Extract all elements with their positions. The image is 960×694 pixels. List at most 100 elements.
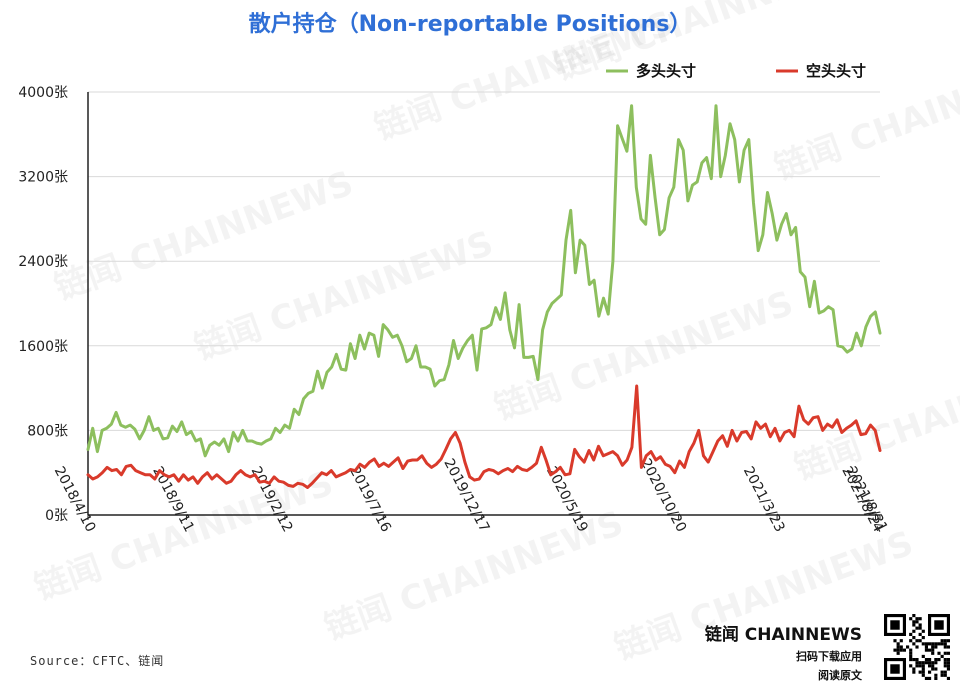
- qr-module: [899, 648, 903, 652]
- qr-module: [940, 642, 944, 646]
- qr-module: [899, 645, 903, 649]
- qr-module: [915, 645, 919, 649]
- x-tick-label: 2020/10/20: [637, 456, 689, 535]
- qr-module: [918, 664, 922, 668]
- qr-module: [918, 632, 922, 636]
- qr-module: [946, 676, 950, 680]
- qr-module: [943, 651, 947, 655]
- y-axis-ticks: 0张 800张 1600张 2400张 3200张 4000张: [18, 85, 68, 524]
- qr-module: [909, 632, 913, 636]
- qr-module: [940, 670, 944, 674]
- qr-module: [946, 658, 950, 662]
- qr-module: [946, 651, 950, 655]
- qr-module: [915, 626, 919, 630]
- qr-module: [943, 664, 947, 668]
- qr-module: [928, 661, 932, 665]
- qr-module: [931, 645, 935, 649]
- watermark-layer: 链闻 CHAINNEWS链闻 CHAINNEWS链闻 CHAINNEWS链闻 C…: [29, 0, 960, 668]
- qr-module: [915, 620, 919, 624]
- legend: 多头头寸 空头头寸: [606, 62, 866, 80]
- qr-module: [940, 654, 944, 658]
- qr-module: [924, 661, 928, 665]
- qr-finder-core: [934, 620, 944, 630]
- qr-module: [921, 642, 925, 646]
- qr-module: [943, 639, 947, 643]
- qr-module: [893, 639, 897, 643]
- qr-module: [934, 642, 938, 646]
- qr-module: [928, 676, 932, 680]
- qr-module: [924, 645, 928, 649]
- qr-module: [909, 639, 913, 643]
- qr-module: [931, 648, 935, 652]
- qr-module: [921, 661, 925, 665]
- qr-module: [896, 645, 900, 649]
- qr-module: [912, 642, 916, 646]
- qr-module: [931, 651, 935, 655]
- brand-name: 链闻 CHAINNEWS: [704, 625, 862, 645]
- qr-module: [912, 614, 916, 618]
- series-line-short: [86, 384, 882, 489]
- qr-module: [924, 658, 928, 662]
- qr-module: [943, 645, 947, 649]
- qr-module: [931, 667, 935, 671]
- gridlines: [88, 91, 880, 431]
- watermark-text: 链闻 CHAINNEWS: [489, 283, 798, 428]
- x-tick-label: 2018/4/10: [51, 464, 99, 535]
- qr-module: [934, 667, 938, 671]
- qr-module: [940, 639, 944, 643]
- qr-module: [931, 642, 935, 646]
- qr-module: [946, 661, 950, 665]
- legend-label-long: 多头头寸: [636, 62, 696, 80]
- series-line-long: [86, 104, 882, 458]
- qr-module: [924, 648, 928, 652]
- qr-module: [921, 654, 925, 658]
- qr-module: [943, 673, 947, 677]
- qr-module: [915, 658, 919, 662]
- qr-module: [946, 639, 950, 643]
- qr-module: [921, 629, 925, 633]
- qr-module: [934, 661, 938, 665]
- brand-read-text: 阅读原文: [818, 669, 862, 682]
- qr-module: [946, 645, 950, 649]
- qr-module: [915, 617, 919, 621]
- qr-module: [912, 670, 916, 674]
- y-tick-label: 3200张: [18, 170, 68, 186]
- qr-module: [915, 661, 919, 665]
- qr-module: [918, 661, 922, 665]
- qr-module: [896, 651, 900, 655]
- qr-module: [918, 623, 922, 627]
- qr-module: [946, 664, 950, 668]
- x-tick-label: 2019/7/16: [346, 464, 394, 535]
- qr-module: [909, 648, 913, 652]
- qr-module: [943, 670, 947, 674]
- qr-module: [909, 654, 913, 658]
- qr-module: [893, 648, 897, 652]
- qr-module: [921, 664, 925, 668]
- qr-module: [915, 664, 919, 668]
- qr-module: [928, 658, 932, 662]
- qr-module: [943, 658, 947, 662]
- legend-label-short: 空头头寸: [806, 62, 866, 80]
- qr-module: [918, 639, 922, 643]
- qr-module: [921, 673, 925, 677]
- qr-module: [928, 664, 932, 668]
- qr-module: [924, 676, 928, 680]
- qr-module: [934, 645, 938, 649]
- qr-module: [918, 617, 922, 621]
- x-axis-ticks: 2018/4/10 2018/9/11 2019/2/12 2019/7/16 2019…: [51, 456, 891, 535]
- qr-module: [928, 670, 932, 674]
- qr-code-icon[interactable]: [884, 614, 950, 680]
- source-note: Source：CFTC、链闻: [30, 654, 165, 668]
- qr-module: [896, 648, 900, 652]
- qr-module: [912, 636, 916, 640]
- y-tick-label: 2400张: [18, 254, 68, 270]
- qr-module: [902, 648, 906, 652]
- qr-module: [918, 670, 922, 674]
- qr-module: [909, 651, 913, 655]
- qr-module: [946, 667, 950, 671]
- qr-module: [928, 648, 932, 652]
- qr-module: [940, 673, 944, 677]
- qr-module: [937, 642, 941, 646]
- qr-module: [909, 664, 913, 668]
